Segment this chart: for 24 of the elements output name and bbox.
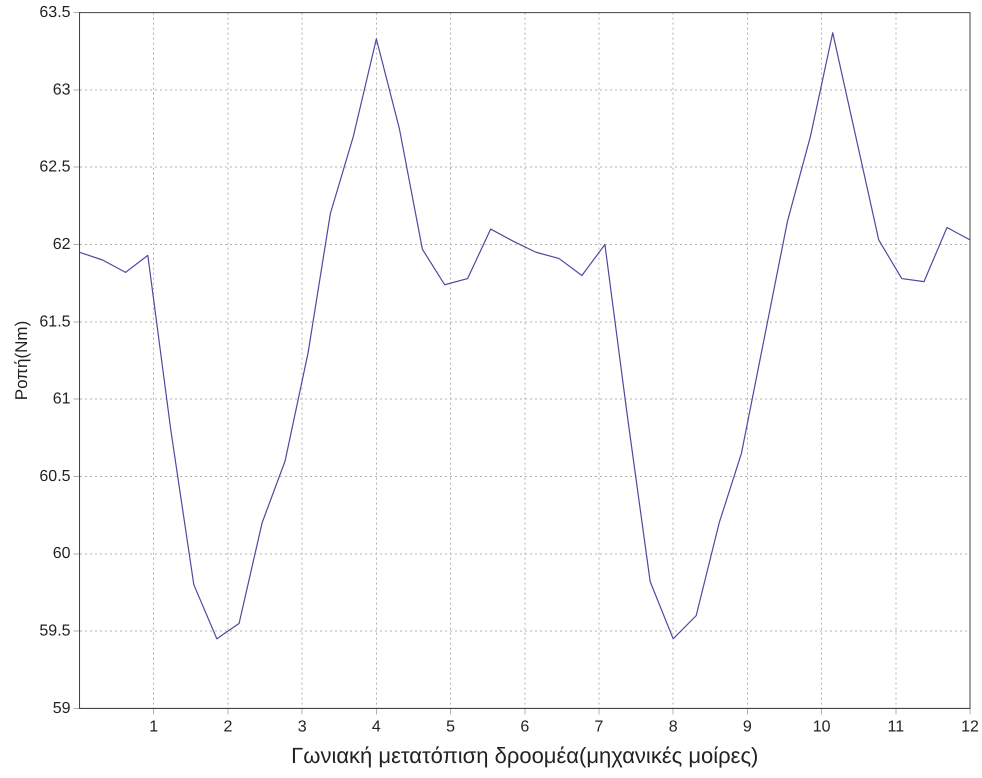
x-tick-label: 2 xyxy=(223,718,232,736)
x-tick-label: 5 xyxy=(446,718,456,736)
x-tick-label: 10 xyxy=(812,718,831,736)
y-axis-title: Ροπή(Nm) xyxy=(12,320,31,400)
y-tick-label: 61.5 xyxy=(39,313,71,330)
y-tick-label: 62 xyxy=(52,236,71,253)
y-tick-label: 61 xyxy=(52,390,71,408)
x-tick-label: 3 xyxy=(298,718,307,736)
y-tick-label: 63.5 xyxy=(39,4,71,22)
x-tick-label: 6 xyxy=(520,718,530,736)
y-tick-label: 59.5 xyxy=(39,622,71,640)
x-tick-label: 1 xyxy=(149,718,158,736)
y-tick-label: 60 xyxy=(52,545,71,562)
y-tick-label: 63 xyxy=(52,81,71,98)
y-tick-label: 62.5 xyxy=(39,158,71,176)
x-tick-label: 11 xyxy=(887,718,904,736)
x-tick-label: 9 xyxy=(742,718,752,736)
x-axis-title: Γωνιακή μετατόπιση δροομέα(μηχανικές μοίρες) xyxy=(291,742,758,768)
y-tick-label: 59 xyxy=(52,700,71,717)
x-tick-label: 7 xyxy=(594,718,604,736)
x-tick-label: 12 xyxy=(961,718,979,736)
x-tick-label: 4 xyxy=(372,718,381,736)
x-tick-label: 8 xyxy=(668,718,678,736)
y-tick-label: 60.5 xyxy=(39,468,71,485)
